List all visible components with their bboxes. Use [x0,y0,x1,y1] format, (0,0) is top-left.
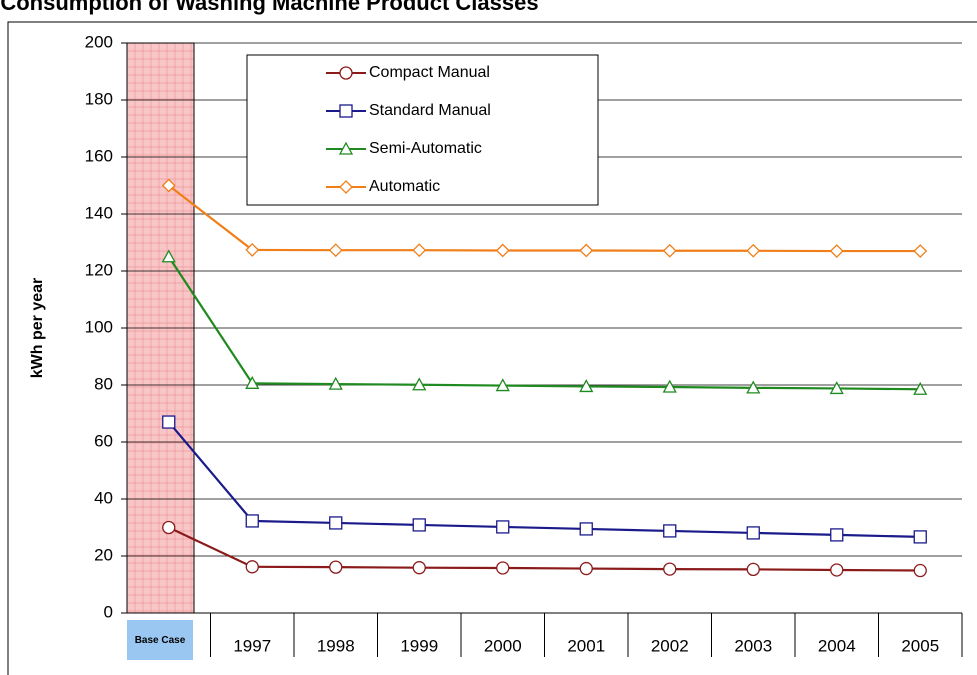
marker [339,180,353,194]
marker [913,563,927,578]
marker [662,379,677,393]
x-tick-label: 1998 [317,636,355,655]
y-tick-label: 140 [85,203,113,222]
marker [162,415,176,429]
x-tick-label: 2002 [651,636,689,655]
marker [746,243,761,258]
y-tick-label: 80 [94,374,113,393]
y-tick-label: 200 [85,32,113,51]
legend-label: Compact Manual [369,64,490,81]
marker [412,243,427,258]
marker [339,104,353,118]
marker [495,378,510,392]
x-tick-label: 1997 [233,636,271,655]
marker [579,561,593,576]
legend-label: Automatic [369,178,440,195]
legend-label: Semi-Automatic [369,140,482,157]
legend-box [246,54,599,206]
y-tick-label: 120 [85,260,113,279]
marker [830,528,844,542]
y-tick-label: 100 [85,317,113,336]
marker [496,561,510,575]
y-tick-label: 160 [85,146,113,165]
marker [579,522,593,536]
marker [746,380,761,394]
marker [913,530,927,544]
y-tick-label: 60 [94,431,113,450]
marker [913,244,928,258]
series-line [167,256,921,391]
marker [663,562,677,576]
marker [338,141,354,155]
y-tick-label: 0 [104,602,113,621]
marker [495,243,510,258]
chart-title: e Consumption of Washing Machine Product… [0,0,539,15]
marker [412,561,426,575]
marker [662,243,677,258]
marker [161,249,176,263]
marker [829,381,844,395]
marker [746,526,760,540]
marker [329,516,343,530]
series-line [168,526,921,572]
x-tick-label: Base Case [127,620,193,660]
y-tick-label: 20 [94,545,113,564]
marker [412,377,427,391]
marker [579,379,594,393]
marker [245,375,260,389]
marker [245,560,259,574]
x-tick-label: 2004 [818,636,856,655]
marker [245,514,259,528]
x-tick-label: 2005 [901,636,939,655]
marker [746,562,760,577]
series-line [168,184,921,253]
marker [162,520,176,535]
x-tick-label: 2003 [734,636,772,655]
marker [328,376,343,390]
x-tick-label: 2000 [484,636,522,655]
marker [329,560,343,574]
marker [245,242,260,257]
marker [830,563,844,577]
y-tick-label: 40 [94,488,113,507]
marker [579,243,594,258]
series-line [167,421,921,539]
x-tick-label: 2001 [567,636,605,655]
y-axis-label: kWh per year [29,278,46,378]
x-tick-label: 1999 [400,636,438,655]
y-tick-label: 180 [85,89,113,108]
marker [339,66,353,80]
marker [663,524,677,538]
legend-label: Standard Manual [369,102,491,119]
marker [328,243,343,258]
marker [913,381,928,395]
marker [412,518,426,532]
marker [829,244,844,258]
marker [496,520,510,534]
marker [161,178,176,193]
